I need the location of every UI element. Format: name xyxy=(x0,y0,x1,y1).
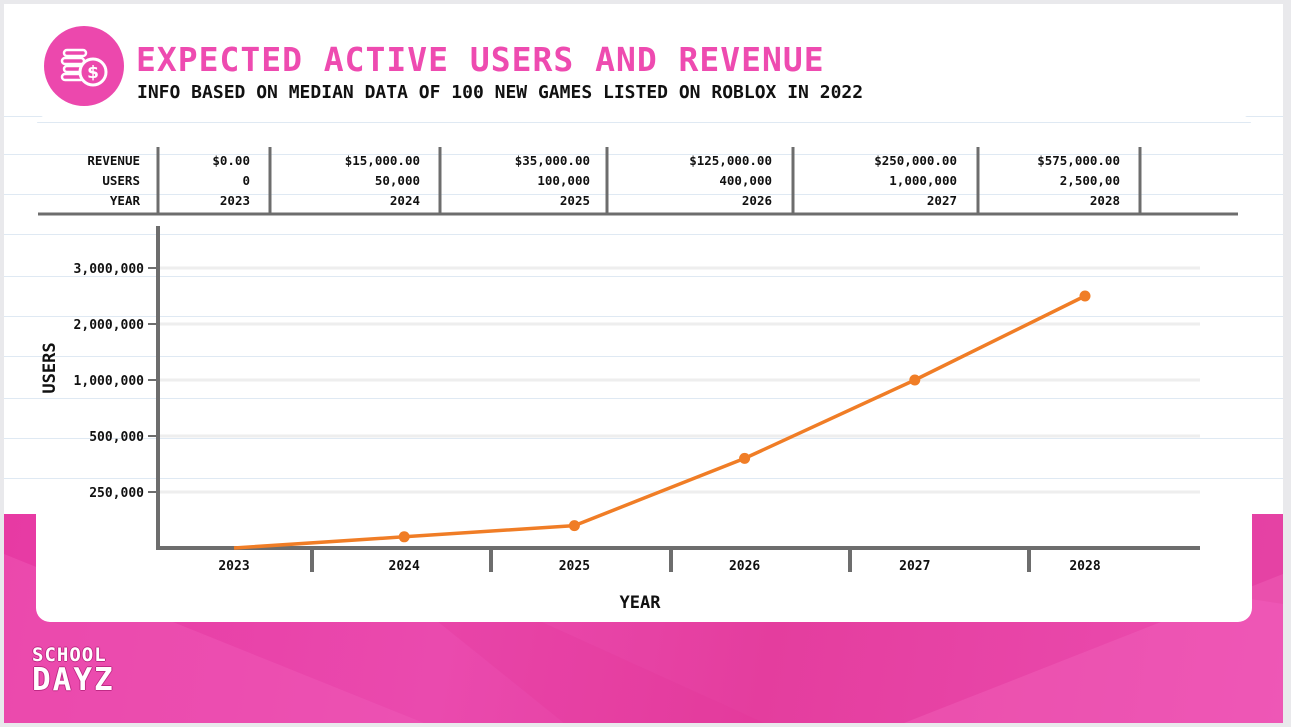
y-tick-label-500,000: 500,000 xyxy=(89,430,144,445)
users-line-chart: REVENUE USERS YEAR $0.00 0 2023 $15,000.00 50,0… xyxy=(38,147,1238,613)
page-subtitle: INFO BASED ON MEDIAN DATA OF 100 NEW GAM… xyxy=(137,82,864,103)
table-cell-year-2025: 2025 xyxy=(560,193,590,208)
x-tick-label-2026: 2026 xyxy=(729,559,760,574)
table-cell-users-2024: 50,000 xyxy=(375,173,420,188)
axes: 250,000 500,000 1,000,000 2,000,000 3,000,00… xyxy=(74,226,1200,574)
table-row-label-users: USERS xyxy=(102,173,140,188)
users-line xyxy=(233,294,1086,550)
slide: $ EXPECTED ACTIVE USERS AND REVENUE INFO… xyxy=(4,4,1283,723)
table-cell-revenue-2028: $575,000.00 xyxy=(1037,153,1120,168)
table-cell-revenue-2024: $15,000.00 xyxy=(345,153,420,168)
table-cell-revenue-2023: $0.00 xyxy=(212,153,250,168)
table-cell-users-2025: 100,000 xyxy=(537,173,590,188)
data-point-2024 xyxy=(398,531,410,543)
data-table: REVENUE USERS YEAR $0.00 0 2023 $15,000.00 50,0… xyxy=(38,147,1238,216)
coins-dollar-icon: $ xyxy=(44,26,124,106)
table-cell-users-2027: 1,000,000 xyxy=(889,173,957,188)
school-dayz-logo: SCHOOL DAYZ xyxy=(32,644,132,704)
data-point-2027 xyxy=(909,374,921,386)
y-axis-title: USERS xyxy=(40,342,60,393)
table-cell-year-2027: 2027 xyxy=(927,193,957,208)
table-cell-revenue-2026: $125,000.00 xyxy=(689,153,772,168)
svg-text:$: $ xyxy=(87,63,99,83)
table-row-label-year: YEAR xyxy=(110,193,141,208)
y-tick-label-1,000,000: 1,000,000 xyxy=(74,374,145,389)
users-series xyxy=(233,290,1091,550)
table-cell-year-2023: 2023 xyxy=(220,193,250,208)
table-cell-users-2028: 2,500,00 xyxy=(1060,173,1120,188)
x-tick-label-2028: 2028 xyxy=(1069,559,1100,574)
x-tick-label-2025: 2025 xyxy=(559,559,590,574)
table-row-label-revenue: REVENUE xyxy=(87,153,140,168)
chart-card xyxy=(36,114,1252,622)
y-tick-label-250,000: 250,000 xyxy=(89,486,144,501)
brand-line-1: SCHOOL xyxy=(32,644,107,666)
x-axis-title: YEAR xyxy=(620,593,662,613)
x-tick-label-2023: 2023 xyxy=(218,559,249,574)
page-title: EXPECTED ACTIVE USERS AND REVENUE xyxy=(136,40,825,79)
y-tick-label-2,000,000: 2,000,000 xyxy=(74,318,145,333)
table-cell-year-2028: 2028 xyxy=(1090,193,1120,208)
data-point-2026 xyxy=(739,452,751,464)
data-point-2025 xyxy=(568,520,580,532)
brand-line-2: DAYZ xyxy=(32,662,115,698)
gridlines xyxy=(158,266,1200,494)
table-cell-revenue-2027: $250,000.00 xyxy=(874,153,957,168)
table-cell-year-2024: 2024 xyxy=(390,193,420,208)
table-cell-revenue-2025: $35,000.00 xyxy=(515,153,590,168)
x-tick-label-2024: 2024 xyxy=(389,559,420,574)
y-tick-label-3,000,000: 3,000,000 xyxy=(74,262,145,277)
x-tick-label-2027: 2027 xyxy=(899,559,930,574)
table-cell-users-2023: 0 xyxy=(242,173,250,188)
data-point-2028 xyxy=(1079,290,1091,302)
table-cell-users-2026: 400,000 xyxy=(719,173,772,188)
table-cell-year-2026: 2026 xyxy=(742,193,772,208)
